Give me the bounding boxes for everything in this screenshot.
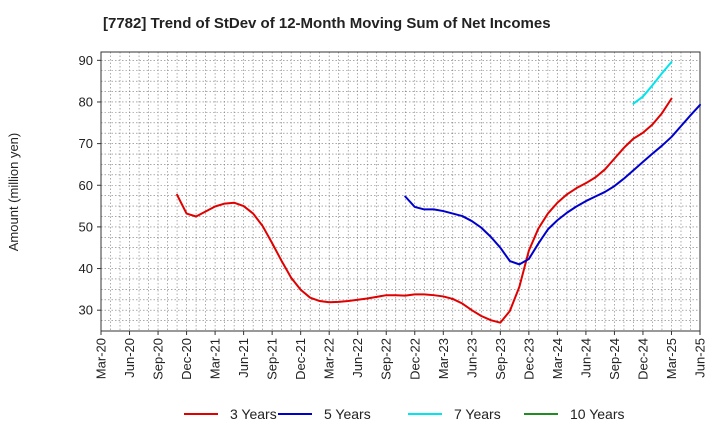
x-tick-label: Jun-20 <box>122 338 137 378</box>
x-tick-label: Mar-23 <box>436 338 451 379</box>
x-tick-label: Dec-24 <box>635 338 650 380</box>
legend-swatch <box>524 413 558 415</box>
legend-swatch <box>184 413 218 415</box>
x-axis-ticks: Mar-20 Jun-20 Sep-20 Dec-20 Mar-21 Jun-21 Sep-… <box>94 331 708 380</box>
chart-title: [7782] Trend of StDev of 12-Month Moving… <box>103 15 551 32</box>
y-tick-label: 60 <box>79 178 93 193</box>
x-tick-label: Jun-21 <box>236 338 251 378</box>
legend-item-3-years: 3 Years <box>184 404 277 424</box>
legend-label: 10 Years <box>570 406 625 422</box>
y-axis-ticks: 30 40 50 60 70 80 90 <box>79 53 101 318</box>
x-tick-label: Dec-23 <box>521 338 536 380</box>
legend-swatch <box>278 413 312 415</box>
x-tick-label: Dec-21 <box>293 338 308 380</box>
legend-item-7-years: 7 Years <box>408 404 501 424</box>
x-tick-label: Sep-21 <box>265 338 280 380</box>
grid-lines <box>101 52 700 331</box>
legend-swatch <box>408 413 442 415</box>
series-line-5-years <box>404 103 701 266</box>
x-tick-label: Jun-22 <box>350 338 365 378</box>
y-axis-label: Amount (million yen) <box>6 133 21 252</box>
y-tick-label: 50 <box>79 219 93 234</box>
y-tick-label: 30 <box>79 303 93 318</box>
x-tick-label: Mar-21 <box>208 338 223 379</box>
y-tick-label: 70 <box>79 136 93 151</box>
x-tick-label: Jun-25 <box>693 338 708 378</box>
x-tick-label: Jun-23 <box>464 338 479 378</box>
y-tick-label: 90 <box>79 53 93 68</box>
y-tick-label: 80 <box>79 94 93 109</box>
y-tick-label: 40 <box>79 261 93 276</box>
plot-area-frame <box>100 51 701 332</box>
legend-label: 7 Years <box>454 406 501 422</box>
legend-label: 3 Years <box>230 406 277 422</box>
legend-label: 5 Years <box>324 406 371 422</box>
x-tick-label: Sep-22 <box>379 338 394 380</box>
legend-item-10-years: 10 Years <box>524 404 625 424</box>
x-tick-label: Sep-24 <box>607 338 622 380</box>
x-tick-label: Mar-24 <box>550 338 565 379</box>
x-tick-label: Jun-24 <box>578 338 593 378</box>
series-line-7-years <box>632 60 673 105</box>
series-line-3-years <box>176 97 673 324</box>
x-tick-label: Sep-23 <box>493 338 508 380</box>
legend-item-5-years: 5 Years <box>278 404 371 424</box>
chart-legend: 3 Years 5 Years 7 Years 10 Years <box>0 404 720 424</box>
series-layer <box>176 60 701 324</box>
x-tick-label: Mar-22 <box>322 338 337 379</box>
x-tick-label: Mar-20 <box>94 338 109 379</box>
x-tick-label: Sep-20 <box>151 338 166 380</box>
x-tick-label: Dec-22 <box>407 338 422 380</box>
x-tick-label: Mar-25 <box>664 338 679 379</box>
x-tick-label: Dec-20 <box>179 338 194 380</box>
